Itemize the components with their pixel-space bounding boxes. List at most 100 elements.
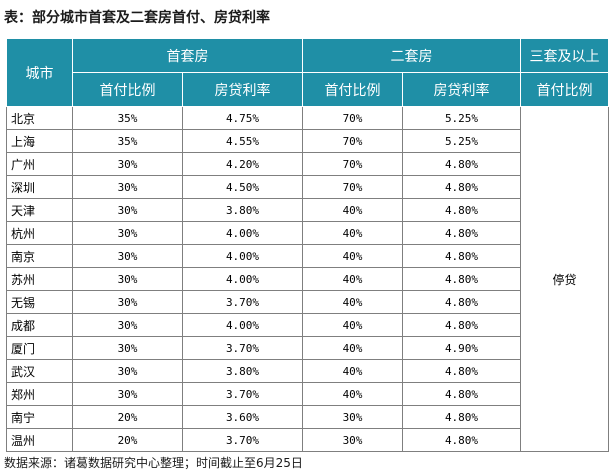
second-mortgage-rate-cell: 5.25%: [402, 106, 521, 130]
table-row: 广州 30% 4.20% 70% 4.80%: [6, 152, 609, 176]
table-title: 表：部分城市首套及二套房首付、房贷利率: [4, 10, 270, 26]
city-cell: 无锡: [6, 290, 73, 314]
table-row: 郑州 30% 3.70% 40% 4.80%: [6, 382, 609, 406]
second-down-payment-cell: 40%: [302, 313, 403, 337]
city-cell: 天津: [6, 198, 73, 222]
second-mortgage-rate-cell: 4.80%: [402, 428, 521, 452]
first-mortgage-rate-cell: 4.00%: [182, 313, 303, 337]
second-down-payment-cell: 40%: [302, 244, 403, 268]
city-cell: 广州: [6, 152, 73, 176]
table-row: 南京 30% 4.00% 40% 4.80%: [6, 244, 609, 268]
first-down-payment-cell: 30%: [72, 152, 183, 176]
first-mortgage-rate-cell: 3.80%: [182, 359, 303, 383]
header-second-home: 二套房: [302, 38, 521, 73]
table-body: 北京 35% 4.75% 70% 5.25% 停贷 上海 35% 4.55% 70% 5.25% 广州…: [6, 106, 609, 452]
first-down-payment-cell: 30%: [72, 313, 183, 337]
first-mortgage-rate-cell: 3.60%: [182, 405, 303, 429]
table-row: 南宁 20% 3.60% 30% 4.80%: [6, 405, 609, 429]
second-mortgage-rate-cell: 4.80%: [402, 198, 521, 222]
city-cell: 上海: [6, 129, 73, 153]
second-down-payment-cell: 70%: [302, 129, 403, 153]
second-down-payment-cell: 40%: [302, 198, 403, 222]
first-mortgage-rate-cell: 4.55%: [182, 129, 303, 153]
city-cell: 武汉: [6, 359, 73, 383]
first-mortgage-rate-cell: 4.00%: [182, 221, 303, 245]
first-mortgage-rate-cell: 3.70%: [182, 382, 303, 406]
city-cell: 郑州: [6, 382, 73, 406]
first-mortgage-rate-cell: 3.70%: [182, 290, 303, 314]
first-down-payment-cell: 30%: [72, 359, 183, 383]
table-row: 天津 30% 3.80% 40% 4.80%: [6, 198, 609, 222]
city-cell: 苏州: [6, 267, 73, 291]
table-row: 成都 30% 4.00% 40% 4.80%: [6, 313, 609, 337]
header-third-down-payment: 首付比例: [520, 72, 609, 107]
mortgage-table: 城市 首套房 二套房 三套及以上 首付比例 房贷利率 首付比例 房贷利率 首付比…: [6, 38, 609, 452]
second-mortgage-rate-cell: 4.80%: [402, 175, 521, 199]
city-cell: 深圳: [6, 175, 73, 199]
first-down-payment-cell: 30%: [72, 290, 183, 314]
table-row: 温州 20% 3.70% 30% 4.80%: [6, 428, 609, 452]
second-mortgage-rate-cell: 4.80%: [402, 244, 521, 268]
second-mortgage-rate-cell: 4.80%: [402, 267, 521, 291]
first-mortgage-rate-cell: 4.00%: [182, 267, 303, 291]
city-cell: 成都: [6, 313, 73, 337]
table-row: 厦门 30% 3.70% 40% 4.90%: [6, 336, 609, 360]
first-mortgage-rate-cell: 4.00%: [182, 244, 303, 268]
data-source-note: 数据来源：诸葛数据研究中心整理；时间截止至6月25日: [4, 456, 303, 470]
second-mortgage-rate-cell: 5.25%: [402, 129, 521, 153]
second-down-payment-cell: 30%: [302, 428, 403, 452]
first-down-payment-cell: 20%: [72, 428, 183, 452]
first-down-payment-cell: 30%: [72, 221, 183, 245]
second-mortgage-rate-cell: 4.80%: [402, 152, 521, 176]
header-third-plus: 三套及以上: [520, 38, 609, 73]
table-row: 深圳 30% 4.50% 70% 4.80%: [6, 175, 609, 199]
first-mortgage-rate-cell: 3.70%: [182, 336, 303, 360]
first-mortgage-rate-cell: 4.20%: [182, 152, 303, 176]
second-down-payment-cell: 70%: [302, 106, 403, 130]
table-row: 苏州 30% 4.00% 40% 4.80%: [6, 267, 609, 291]
header-city: 城市: [6, 38, 73, 107]
first-down-payment-cell: 30%: [72, 267, 183, 291]
first-down-payment-cell: 30%: [72, 198, 183, 222]
table-row: 杭州 30% 4.00% 40% 4.80%: [6, 221, 609, 245]
city-cell: 南宁: [6, 405, 73, 429]
first-down-payment-cell: 30%: [72, 382, 183, 406]
second-mortgage-rate-cell: 4.80%: [402, 221, 521, 245]
second-down-payment-cell: 40%: [302, 267, 403, 291]
first-down-payment-cell: 35%: [72, 129, 183, 153]
header-second-down-payment: 首付比例: [302, 72, 403, 107]
table-row: 无锡 30% 3.70% 40% 4.80%: [6, 290, 609, 314]
third-plus-cell: 停贷: [520, 106, 609, 452]
table-row: 北京 35% 4.75% 70% 5.25% 停贷: [6, 106, 609, 452]
second-down-payment-cell: 40%: [302, 359, 403, 383]
table-row: 上海 35% 4.55% 70% 5.25%: [6, 129, 609, 153]
second-down-payment-cell: 70%: [302, 152, 403, 176]
first-down-payment-cell: 30%: [72, 244, 183, 268]
header-second-mortgage-rate: 房贷利率: [402, 72, 521, 107]
first-down-payment-cell: 35%: [72, 106, 183, 130]
city-cell: 南京: [6, 244, 73, 268]
header-first-mortgage-rate: 房贷利率: [182, 72, 303, 107]
city-cell: 温州: [6, 428, 73, 452]
city-cell: 厦门: [6, 336, 73, 360]
second-down-payment-cell: 70%: [302, 175, 403, 199]
header-first-home: 首套房: [72, 38, 303, 73]
first-mortgage-rate-cell: 4.50%: [182, 175, 303, 199]
second-down-payment-cell: 40%: [302, 221, 403, 245]
second-down-payment-cell: 40%: [302, 290, 403, 314]
first-down-payment-cell: 30%: [72, 175, 183, 199]
second-down-payment-cell: 40%: [302, 336, 403, 360]
second-mortgage-rate-cell: 4.80%: [402, 359, 521, 383]
city-cell: 杭州: [6, 221, 73, 245]
table-row: 武汉 30% 3.80% 40% 4.80%: [6, 359, 609, 383]
first-mortgage-rate-cell: 3.80%: [182, 198, 303, 222]
first-down-payment-cell: 20%: [72, 405, 183, 429]
second-mortgage-rate-cell: 4.80%: [402, 405, 521, 429]
second-down-payment-cell: 30%: [302, 405, 403, 429]
second-mortgage-rate-cell: 4.90%: [402, 336, 521, 360]
first-down-payment-cell: 30%: [72, 336, 183, 360]
second-mortgage-rate-cell: 4.80%: [402, 382, 521, 406]
first-mortgage-rate-cell: 3.70%: [182, 428, 303, 452]
header-first-down-payment: 首付比例: [72, 72, 183, 107]
second-mortgage-rate-cell: 4.80%: [402, 313, 521, 337]
